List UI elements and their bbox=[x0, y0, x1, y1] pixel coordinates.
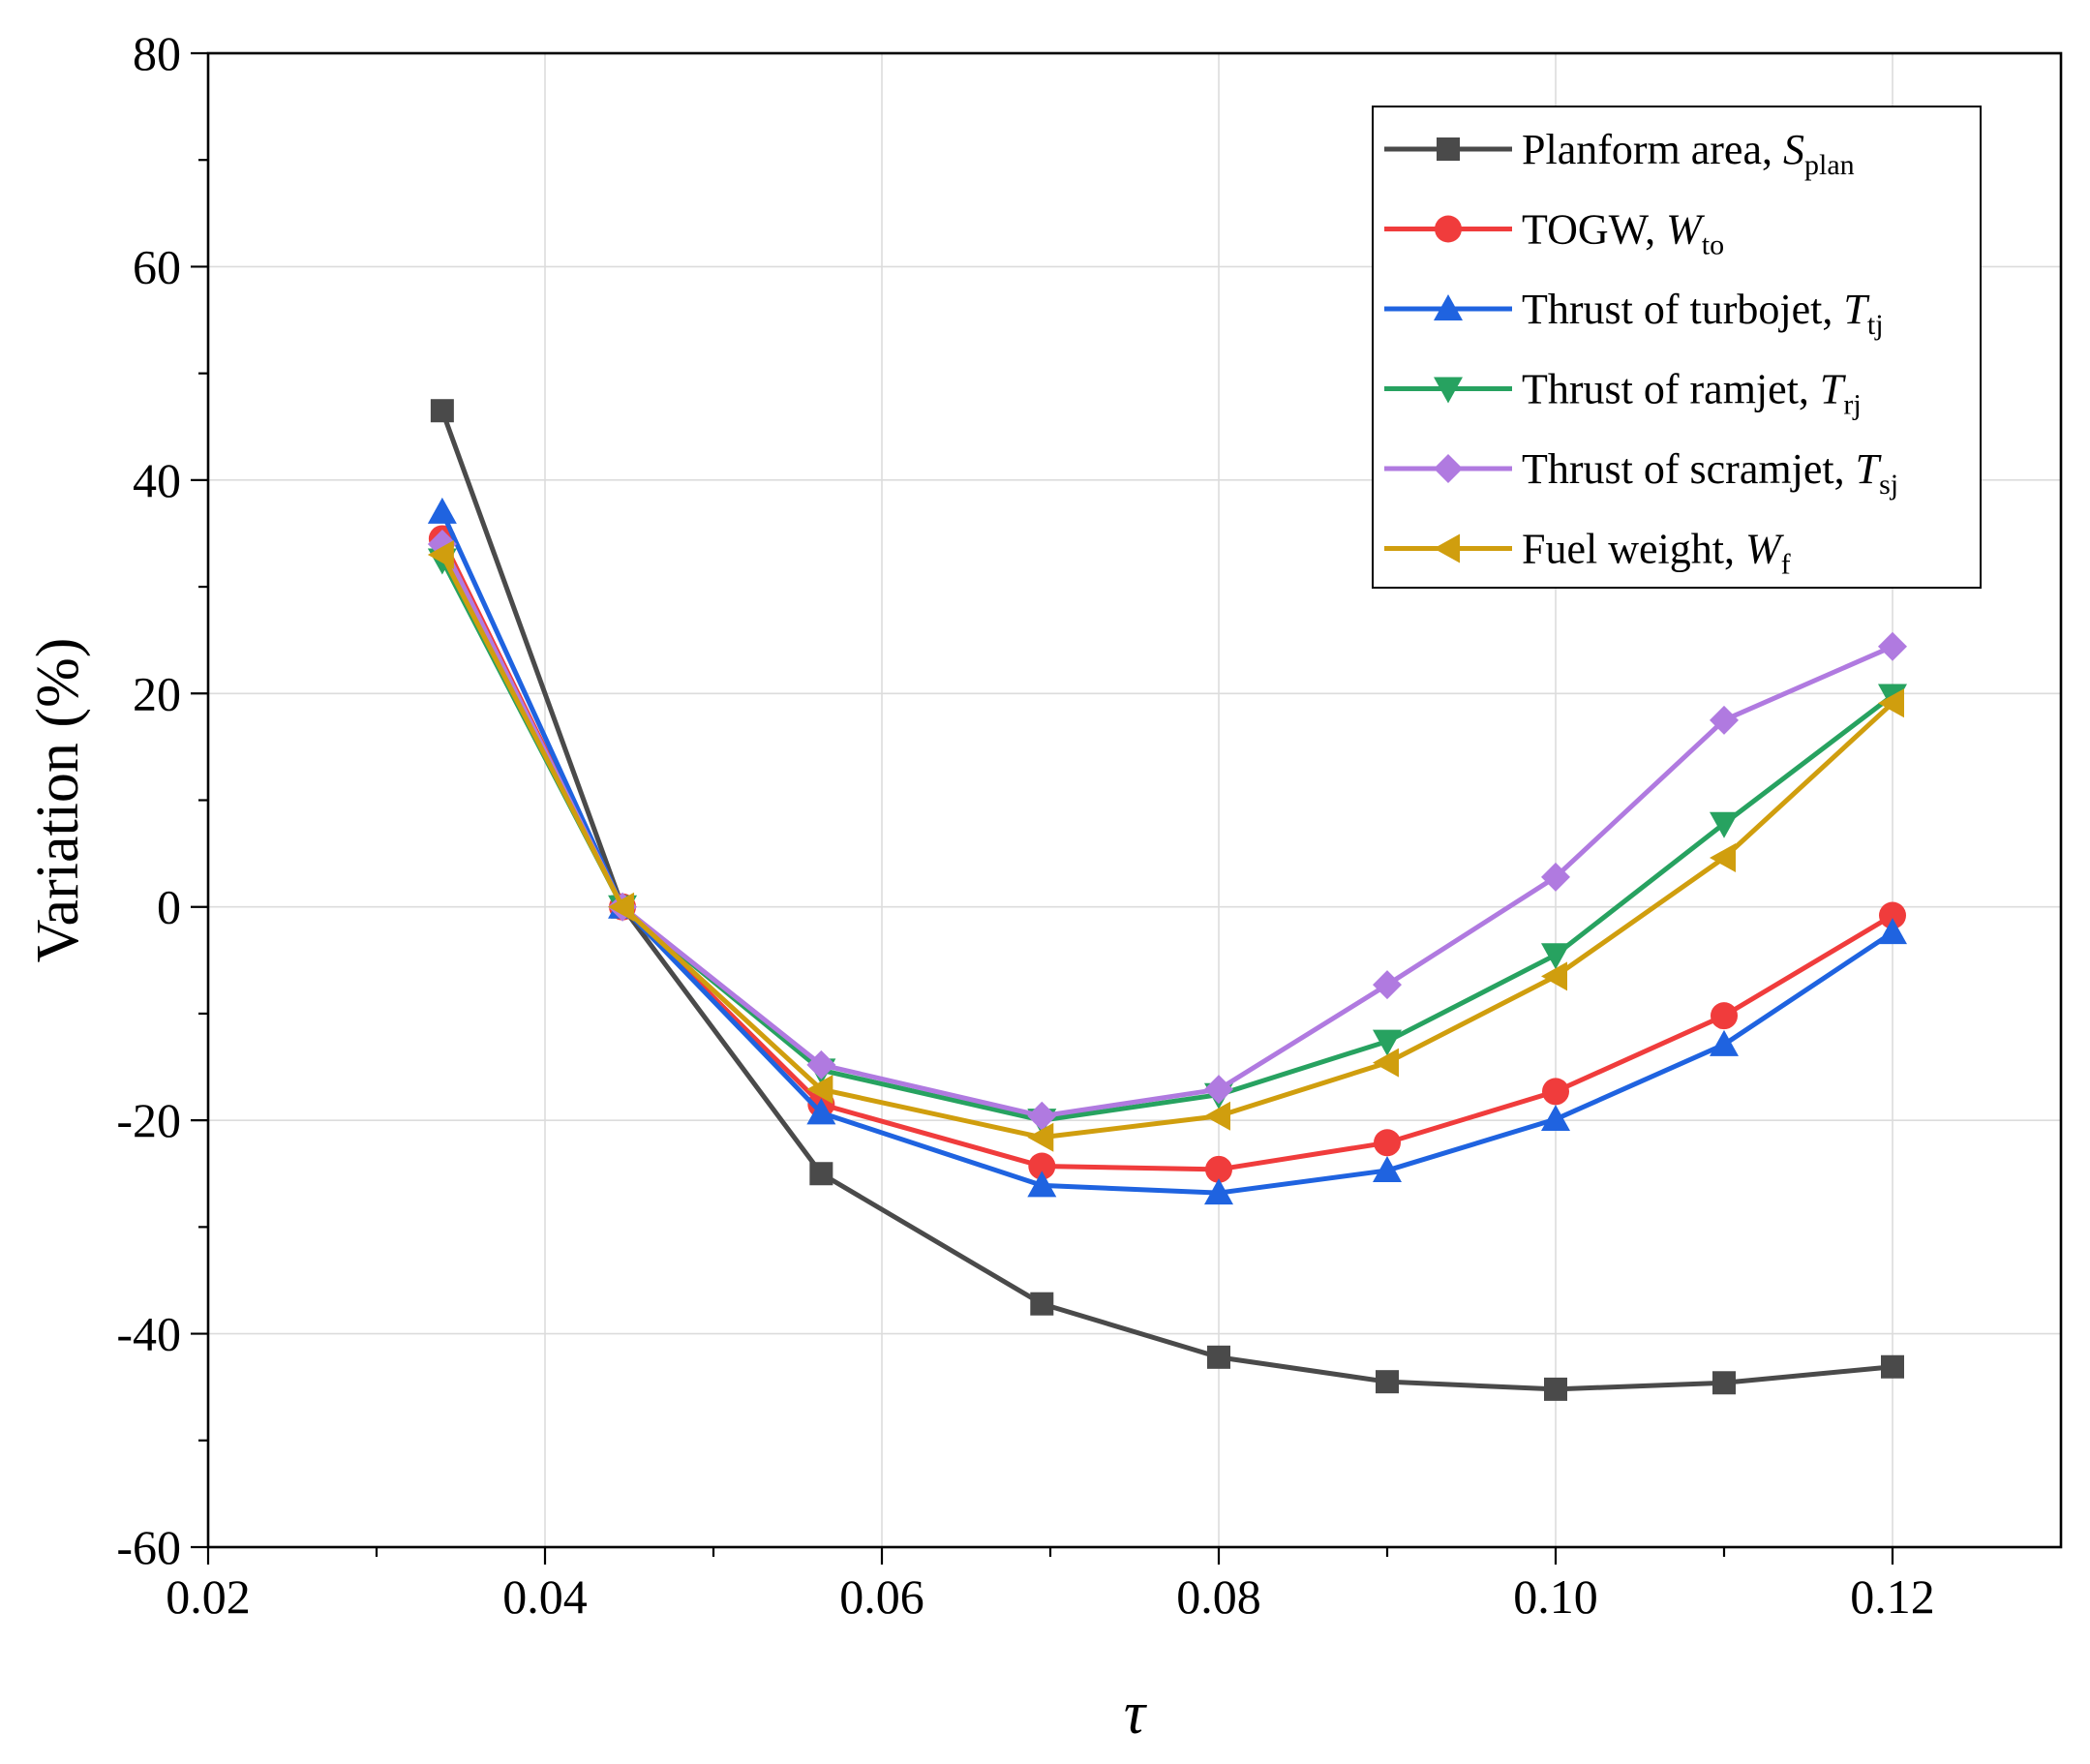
data-point bbox=[1376, 1370, 1399, 1394]
data-point bbox=[1541, 961, 1567, 991]
data-point bbox=[1027, 1122, 1054, 1152]
legend-item: TOGW, Wto bbox=[1384, 206, 1724, 261]
x-tick-label: 0.08 bbox=[1176, 1569, 1261, 1624]
legend-label: TOGW, Wto bbox=[1522, 206, 1724, 261]
series-line bbox=[439, 537, 1894, 1172]
y-axis-title: Variation (%) bbox=[25, 638, 91, 963]
series-line bbox=[439, 542, 1894, 1119]
x-tick-label: 0.04 bbox=[502, 1569, 588, 1624]
data-point bbox=[1878, 688, 1904, 718]
data-point bbox=[1710, 811, 1739, 838]
legend-item: Thrust of ramjet, Trj bbox=[1384, 366, 1862, 421]
data-point bbox=[430, 399, 454, 423]
data-point bbox=[608, 892, 635, 922]
series-1 bbox=[430, 399, 1904, 1401]
data-point bbox=[1881, 1354, 1904, 1379]
data-point bbox=[806, 1049, 836, 1080]
data-point bbox=[806, 1098, 836, 1125]
legend-marker bbox=[1434, 294, 1463, 320]
y-tick-label: 60 bbox=[133, 239, 181, 293]
legend-item: Fuel weight, Wf bbox=[1384, 526, 1791, 581]
data-point bbox=[1373, 970, 1402, 1000]
legend-box bbox=[1372, 106, 1982, 589]
data-point bbox=[1207, 1345, 1230, 1369]
data-point bbox=[1710, 843, 1736, 873]
x-tick-label: 0.02 bbox=[166, 1569, 251, 1624]
x-tick-label: 0.06 bbox=[839, 1569, 924, 1624]
data-point bbox=[1710, 705, 1739, 735]
y-tick-label: 20 bbox=[133, 666, 181, 720]
x-tick-label: 0.12 bbox=[1850, 1569, 1935, 1624]
series-line bbox=[439, 510, 1894, 1196]
data-point bbox=[1541, 943, 1570, 970]
data-point bbox=[1879, 901, 1906, 929]
y-tick-label: 80 bbox=[133, 26, 181, 80]
y-tick-label: -20 bbox=[116, 1093, 181, 1147]
data-point bbox=[809, 1162, 833, 1186]
legend-label: Planform area, Splan bbox=[1522, 126, 1855, 181]
data-point bbox=[1205, 1155, 1232, 1183]
data-point bbox=[1710, 1029, 1739, 1056]
data-point bbox=[1878, 918, 1907, 945]
y-tick-label: 40 bbox=[133, 453, 181, 507]
legend-label: Fuel weight, Wf bbox=[1522, 526, 1791, 581]
data-point bbox=[806, 1075, 833, 1105]
x-tick-label: 0.10 bbox=[1513, 1569, 1598, 1624]
legend-marker bbox=[1435, 215, 1462, 243]
data-point bbox=[1878, 631, 1907, 661]
y-tick-label: 0 bbox=[157, 880, 181, 934]
legend-item: Thrust of turbojet, Ttj bbox=[1384, 286, 1884, 341]
data-point bbox=[1030, 1292, 1054, 1316]
data-point bbox=[1541, 1105, 1570, 1132]
legend-label: Thrust of turbojet, Ttj bbox=[1522, 286, 1884, 341]
x-axis-title: τ bbox=[1124, 1681, 1148, 1747]
series-5 bbox=[427, 529, 1907, 1131]
data-point bbox=[1712, 1371, 1736, 1395]
data-point bbox=[427, 540, 454, 570]
y-tick-label: -40 bbox=[116, 1307, 181, 1361]
data-point bbox=[1373, 1029, 1402, 1056]
legend-item: Planform area, Splan bbox=[1384, 126, 1855, 181]
legend-marker bbox=[1434, 533, 1460, 563]
data-point bbox=[427, 497, 457, 524]
data-series bbox=[427, 399, 1907, 1401]
legend-label: Thrust of ramjet, Trj bbox=[1522, 366, 1862, 421]
data-point bbox=[1711, 1002, 1738, 1030]
legend-marker bbox=[1434, 454, 1463, 483]
legend: Planform area, Splan TOGW, Wto Thrust of t… bbox=[1372, 106, 1982, 589]
data-point bbox=[1027, 1101, 1057, 1131]
y-tick-label: -60 bbox=[116, 1520, 181, 1574]
data-point bbox=[1028, 1152, 1056, 1180]
axis-ticks bbox=[191, 51, 1894, 1565]
data-point bbox=[1204, 1075, 1233, 1105]
data-point bbox=[1544, 1377, 1567, 1401]
series-4 bbox=[427, 548, 1907, 1136]
tick-labels: 0.02 0.04 0.06 0.08 0.10 0.12 -60 -40 -20 0 20 40 60… bbox=[116, 26, 1934, 1624]
series-line bbox=[439, 553, 1894, 1141]
series-6 bbox=[427, 540, 1904, 1152]
legend-label: Thrust of scramjet, Tsj bbox=[1522, 445, 1898, 501]
legend-marker bbox=[1434, 377, 1463, 404]
legend-item: Thrust of scramjet, Tsj bbox=[1384, 445, 1898, 501]
data-point bbox=[1027, 1171, 1057, 1198]
data-point bbox=[1373, 1048, 1399, 1078]
legend-marker bbox=[1437, 137, 1460, 161]
plot-frame bbox=[206, 51, 2063, 1549]
data-point bbox=[1204, 1178, 1233, 1205]
data-point bbox=[1373, 1155, 1402, 1182]
data-point bbox=[1541, 862, 1570, 892]
data-point bbox=[1374, 1129, 1401, 1157]
data-point bbox=[1542, 1078, 1569, 1106]
data-point bbox=[1204, 1101, 1230, 1131]
